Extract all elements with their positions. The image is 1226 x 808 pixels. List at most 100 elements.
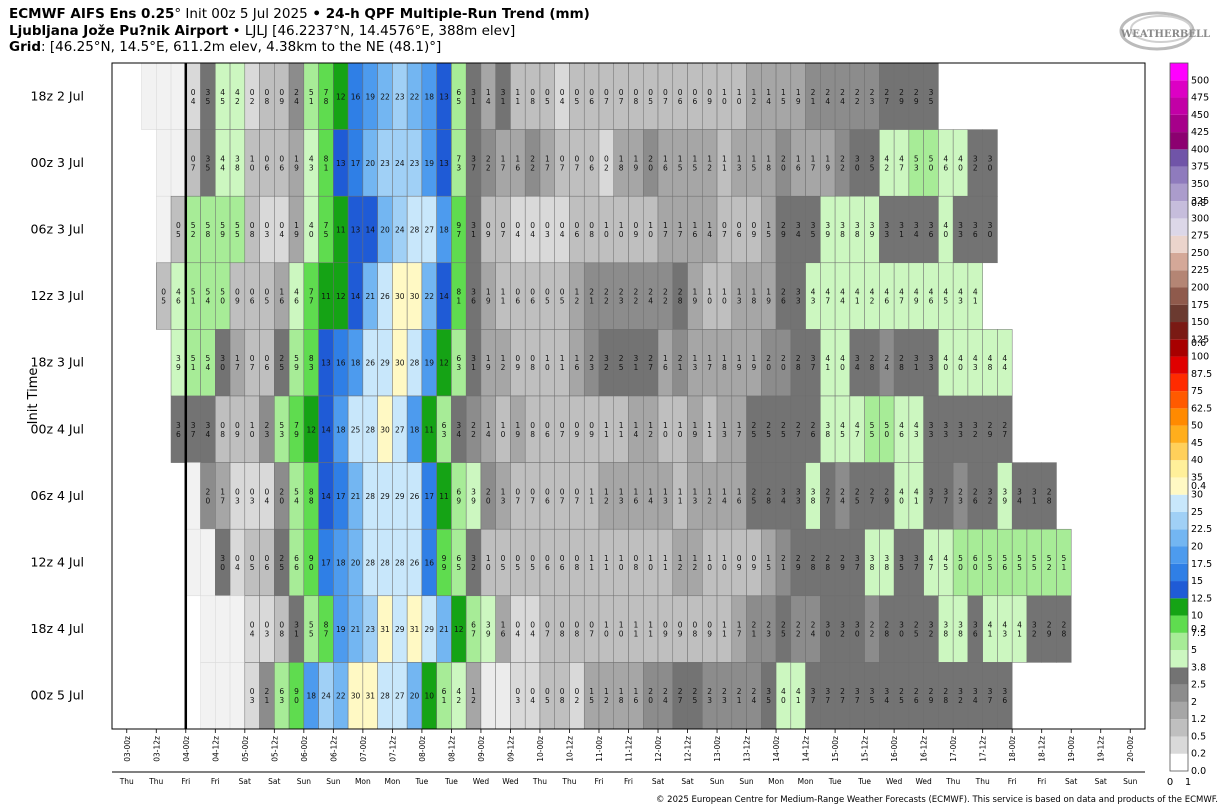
qpf-cell bbox=[200, 528, 216, 597]
qpf-value: 29 bbox=[425, 625, 435, 634]
x-tick-label: 08-12z bbox=[447, 736, 456, 762]
colorbar-segment bbox=[1170, 373, 1188, 392]
y-tick-label: 06z 3 Jul bbox=[31, 222, 84, 237]
colorbar-tick-label: 100 bbox=[1191, 352, 1209, 363]
day-label: Sun bbox=[1123, 777, 1138, 786]
grid-label: Grid bbox=[9, 39, 42, 55]
chart-header: ECMWF AIFS Ens 0.25° Init 00z 5 Jul 2025… bbox=[9, 6, 590, 56]
qpf-value: 11 bbox=[439, 492, 449, 501]
weatherbell-logo: WEATHERBELL bbox=[1119, 11, 1210, 51]
y-tick-label: 00z 5 Jul bbox=[31, 688, 84, 703]
qpf-cell bbox=[229, 662, 246, 730]
qpf-value: 20 bbox=[351, 559, 361, 568]
x-tick-label: 07-12z bbox=[388, 736, 397, 762]
qpf-value: 14 bbox=[439, 292, 449, 301]
colorbar-segment bbox=[1170, 494, 1188, 512]
colorbar-segment bbox=[1170, 684, 1188, 702]
day-label: Thu bbox=[945, 777, 960, 786]
qpf-value: 14 bbox=[321, 492, 331, 501]
qpf-value: 11 bbox=[321, 292, 331, 301]
qpf-value: 18 bbox=[351, 359, 361, 368]
qpf-value: 13 bbox=[439, 159, 449, 168]
day-label: Mon bbox=[798, 777, 814, 786]
qpf-value: 27 bbox=[395, 692, 405, 701]
qpf-value: 12 bbox=[306, 425, 316, 434]
qpf-value: 18 bbox=[439, 226, 449, 235]
qpf-value: 12 bbox=[439, 359, 449, 368]
day-label: Sat bbox=[681, 777, 693, 786]
qpf-value: 27 bbox=[395, 425, 405, 434]
colorbar-tick-label: 500 bbox=[1191, 75, 1209, 86]
qpf-cell bbox=[1056, 595, 1072, 663]
x-tick-label: 13-00z bbox=[713, 736, 722, 762]
location-coords: • LJLJ [46.2237°N, 14.4576°E, 388m elev] bbox=[228, 22, 516, 39]
day-label: Thu bbox=[975, 777, 990, 786]
day-label: Mon bbox=[768, 777, 784, 786]
